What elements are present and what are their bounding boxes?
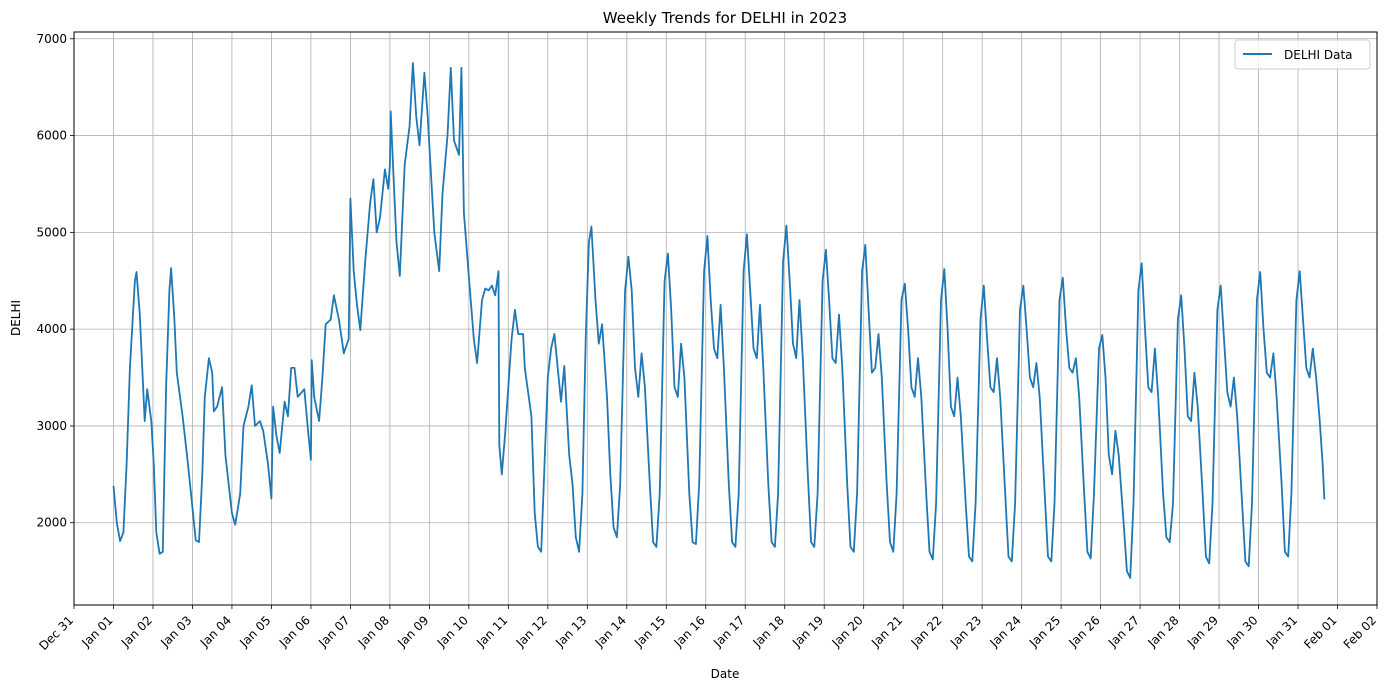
series-line-delhi bbox=[112, 62, 1326, 579]
x-tick-label: Jan 11 bbox=[473, 613, 510, 650]
y-tick-label: 7000 bbox=[36, 32, 67, 46]
legend-box bbox=[1234, 39, 1371, 70]
x-tick-label: Jan 20 bbox=[829, 613, 866, 650]
x-tick-label: Jan 19 bbox=[789, 613, 826, 650]
y-tick-label: 6000 bbox=[36, 129, 67, 143]
x-tick-label: Jan 29 bbox=[1184, 613, 1221, 650]
x-axis-ticks: Dec 31 Jan 01 Jan 02 Jan 03 Jan 04 Jan 05 Jan … bbox=[36, 605, 1379, 653]
x-tick-label: Jan 01 bbox=[78, 613, 115, 650]
y-axis-label: DELHI bbox=[9, 300, 23, 336]
x-tick-label: Jan 18 bbox=[750, 613, 787, 650]
y-tick-label: 2000 bbox=[36, 516, 67, 530]
x-tick-label: Jan 17 bbox=[710, 613, 747, 650]
x-tick-label: Jan 10 bbox=[434, 613, 471, 650]
y-axis-ticks: 2000 3000 4000 5000 6000 7000 bbox=[36, 32, 74, 530]
series-layer bbox=[112, 62, 1326, 579]
x-axis-label: Date bbox=[711, 667, 740, 681]
x-tick-label: Jan 16 bbox=[671, 613, 708, 650]
legend-label-delhi: DELHI Data bbox=[1284, 48, 1353, 62]
x-tick-label: Feb 01 bbox=[1301, 613, 1339, 651]
grid-lines bbox=[73, 32, 1378, 605]
x-tick-label: Jan 21 bbox=[868, 613, 905, 650]
x-tick-label: Jan 03 bbox=[157, 613, 194, 650]
plot-area-frame bbox=[73, 31, 1378, 606]
x-tick-label: Jan 25 bbox=[1026, 613, 1063, 650]
legend: DELHI Data bbox=[1234, 39, 1371, 70]
x-tick-label: Dec 31 bbox=[36, 613, 76, 653]
x-tick-label: Jan 12 bbox=[513, 613, 550, 650]
x-tick-label: Jan 13 bbox=[552, 613, 589, 650]
y-tick-label: 3000 bbox=[36, 419, 67, 433]
x-tick-label: Jan 06 bbox=[276, 613, 313, 650]
x-tick-label: Jan 08 bbox=[355, 613, 392, 650]
x-tick-label: Jan 26 bbox=[1066, 613, 1103, 650]
chart-title: Weekly Trends for DELHI in 2023 bbox=[603, 9, 847, 27]
y-tick-label: 4000 bbox=[36, 322, 67, 336]
x-tick-label: Feb 02 bbox=[1341, 613, 1379, 651]
x-tick-label: Jan 27 bbox=[1105, 613, 1142, 650]
x-tick-label: Jan 24 bbox=[987, 613, 1024, 650]
x-tick-label: Jan 30 bbox=[1223, 613, 1260, 650]
x-tick-label: Jan 15 bbox=[631, 613, 668, 650]
x-tick-label: Jan 14 bbox=[592, 613, 629, 650]
x-tick-label: Jan 28 bbox=[1145, 613, 1182, 650]
x-tick-label: Jan 09 bbox=[394, 613, 431, 650]
x-tick-label: Jan 07 bbox=[315, 613, 352, 650]
x-tick-label: Jan 31 bbox=[1263, 613, 1300, 650]
x-tick-label: Jan 02 bbox=[118, 613, 155, 650]
y-tick-label: 5000 bbox=[36, 225, 67, 239]
x-tick-label: Jan 04 bbox=[197, 613, 234, 650]
x-tick-label: Jan 23 bbox=[947, 613, 984, 650]
x-tick-label: Jan 22 bbox=[908, 613, 945, 650]
x-tick-label: Jan 05 bbox=[236, 613, 273, 650]
